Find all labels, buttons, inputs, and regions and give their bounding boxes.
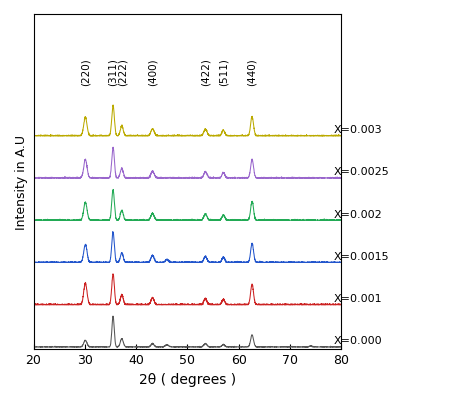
Text: X=0.0015: X=0.0015 (334, 251, 389, 261)
Text: (422): (422) (201, 59, 210, 86)
Y-axis label: Intensity in A.U: Intensity in A.U (15, 134, 28, 229)
Text: (400): (400) (147, 59, 157, 86)
Text: X=0.003: X=0.003 (334, 125, 382, 135)
Text: (440): (440) (247, 59, 257, 86)
Text: X=0.000: X=0.000 (334, 336, 382, 346)
Text: X=0.0025: X=0.0025 (334, 167, 389, 177)
X-axis label: 2θ ( degrees ): 2θ ( degrees ) (139, 372, 236, 386)
Text: X=0.001: X=0.001 (334, 294, 382, 303)
Text: X=0.002: X=0.002 (334, 209, 383, 219)
Text: (220): (220) (81, 59, 91, 86)
Text: (311): (311) (108, 59, 118, 86)
Text: (511): (511) (219, 59, 228, 86)
Text: (222): (222) (117, 59, 128, 86)
